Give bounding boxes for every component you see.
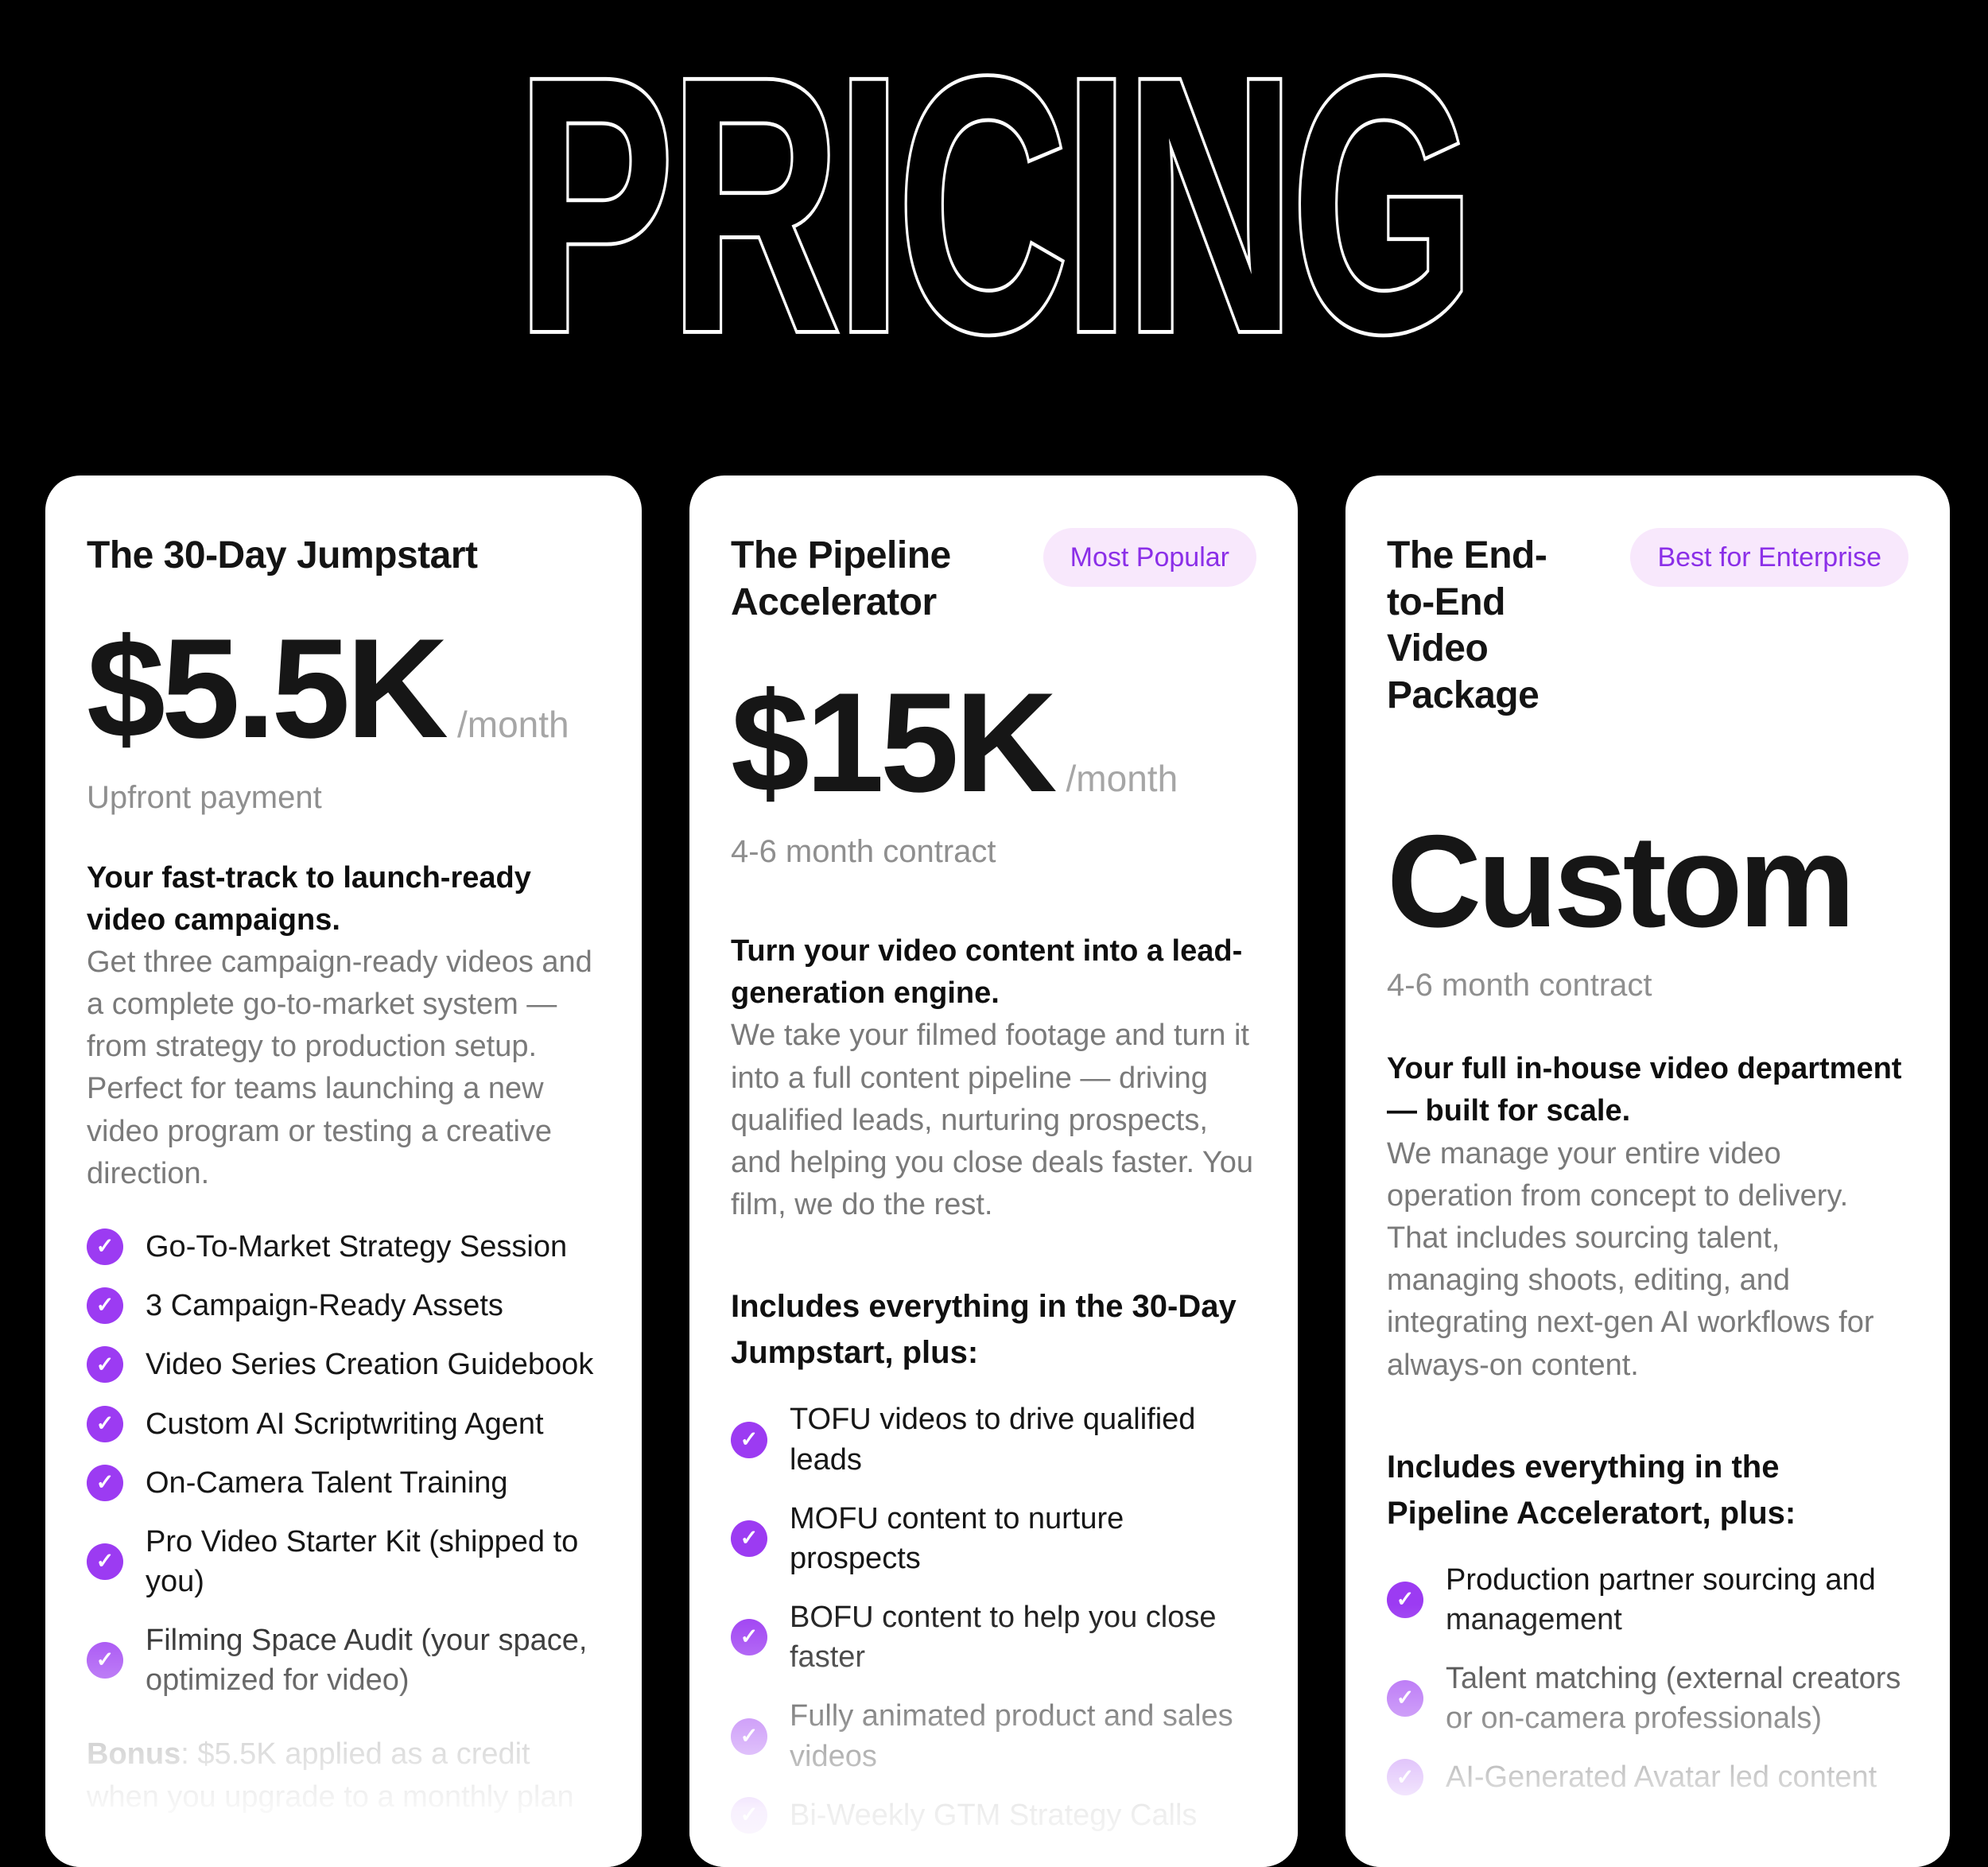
feature-list: ✓ TOFU videos to drive qualified leads ✓… (731, 1399, 1256, 1834)
feature-item: ✓ Filming Space Audit (your space, optim… (87, 1621, 600, 1700)
bonus-note: Bonus: $5.5K applied as a credit when yo… (87, 1733, 600, 1818)
contract-terms: Upfront payment (87, 779, 322, 815)
plan-description: We take your filmed footage and turn it … (731, 1019, 1254, 1222)
feature-label: TOFU videos to drive qualified leads (790, 1403, 1196, 1477)
pricing-card-jumpstart: The 30-Day Jumpstart $5.5K /month Upfron… (45, 475, 642, 1867)
feature-item: ✓ Fully animated product and sales video… (731, 1696, 1256, 1776)
feature-label: 3 Campaign-Ready Assets (146, 1289, 503, 1323)
check-icon: ✓ (87, 1346, 123, 1384)
price-period: /month (457, 703, 569, 745)
plan-name: The End-to-End Video Package (1387, 534, 1547, 716)
most-popular-badge: Most Popular (1043, 528, 1256, 587)
check-icon: ✓ (1387, 1581, 1423, 1618)
card-header: The Pipeline Accelerator Most Popular (731, 528, 1256, 626)
check-icon: ✓ (87, 1464, 123, 1501)
price-row: $5.5K /month (87, 608, 600, 767)
plan-price: $15K (731, 663, 1058, 822)
feature-list: ✓ Production partner sourcing and manage… (1387, 1560, 1908, 1798)
check-icon: ✓ (1387, 1680, 1423, 1718)
plan-description: Get three campaign-ready videos and a co… (87, 945, 592, 1190)
feature-label: Go-To-Market Strategy Session (146, 1230, 568, 1264)
feature-list: ✓ Go-To-Market Strategy Session ✓ 3 Camp… (87, 1227, 600, 1700)
plan-description: We manage your entire video operation fr… (1387, 1136, 1874, 1382)
pricing-cards: The 30-Day Jumpstart $5.5K /month Upfron… (0, 475, 1950, 1867)
feature-item: ✓ Pro Video Starter Kit (shipped to you) (87, 1522, 600, 1601)
feature-label: Filming Space Audit (your space, optimiz… (146, 1624, 588, 1698)
plan-tagline: Your full in-house video department — bu… (1387, 1052, 1902, 1128)
check-icon: ✓ (731, 1796, 767, 1834)
pricing-card-pipeline-accelerator: The Pipeline Accelerator Most Popular $1… (689, 475, 1298, 1867)
check-icon: ✓ (731, 1421, 767, 1458)
feature-label: On-Camera Talent Training (146, 1465, 508, 1500)
plan-name: The Pipeline Accelerator (731, 534, 951, 623)
plan-name: The 30-Day Jumpstart (87, 534, 478, 576)
check-icon: ✓ (87, 1228, 123, 1266)
feature-label: Custom AI Scriptwriting Agent (146, 1407, 544, 1441)
feature-item: ✓ Talent matching (external creators or … (1387, 1659, 1908, 1738)
plan-price: Custom (1387, 808, 1855, 955)
card-header: The End-to-End Video Package Best for En… (1387, 528, 1908, 719)
check-icon: ✓ (731, 1718, 767, 1755)
feature-item: ✓ Go-To-Market Strategy Session (87, 1227, 600, 1267)
price-row: Custom (1387, 816, 1908, 947)
feature-label: AI-Generated Avatar led content (1446, 1760, 1877, 1795)
pricing-title: PRICING (514, 2, 1477, 407)
plan-price: $5.5K (87, 608, 448, 767)
plan-tagline: Turn your video content into a lead-gene… (731, 934, 1243, 1011)
feature-item: ✓ BOFU content to help you close faster (731, 1597, 1256, 1677)
price-row: $15K /month (731, 672, 1256, 813)
feature-label: Pro Video Starter Kit (shipped to you) (146, 1524, 579, 1598)
hero: PRICING (0, 0, 1988, 445)
feature-item: ✓ TOFU videos to drive qualified leads (731, 1399, 1256, 1479)
feature-item: ✓ AI-Generated Avatar led content (1387, 1757, 1908, 1797)
check-icon: ✓ (731, 1619, 767, 1656)
feature-label: Video Series Creation Guidebook (146, 1348, 594, 1382)
feature-item: ✓ 3 Campaign-Ready Assets (87, 1286, 600, 1326)
plan-tagline: Your fast-track to launch-ready video ca… (87, 860, 531, 937)
feature-item: ✓ Video Series Creation Guidebook (87, 1345, 600, 1384)
best-for-enterprise-badge: Best for Enterprise (1630, 528, 1908, 587)
feature-label: Fully animated product and sales videos (790, 1699, 1233, 1773)
check-icon: ✓ (1387, 1759, 1423, 1796)
bonus-label: Bonus (87, 1737, 181, 1772)
feature-label: BOFU content to help you close faster (790, 1601, 1217, 1675)
feature-item: ✓ On-Camera Talent Training (87, 1463, 600, 1503)
check-icon: ✓ (87, 1287, 123, 1325)
feature-label: Talent matching (external creators or on… (1446, 1662, 1901, 1736)
feature-item: ✓ MOFU content to nurture prospects (731, 1499, 1256, 1578)
contract-terms: 4-6 month contract (1387, 968, 1652, 1003)
pricing-card-end-to-end: The End-to-End Video Package Best for En… (1345, 475, 1950, 1867)
feature-item: ✓ Custom AI Scriptwriting Agent (87, 1404, 600, 1444)
feature-label: Bi-Weekly GTM Strategy Calls (790, 1798, 1198, 1832)
includes-heading: Includes everything in the Pipeline Acce… (1387, 1449, 1796, 1531)
feature-item: ✓ Production partner sourcing and manage… (1387, 1560, 1908, 1640)
price-period: /month (1066, 758, 1178, 800)
feature-item: ✓ Bi-Weekly GTM Strategy Calls (731, 1795, 1256, 1835)
includes-heading: Includes everything in the 30-Day Jumpst… (731, 1289, 1237, 1371)
card-header: The 30-Day Jumpstart (87, 533, 600, 580)
feature-label: MOFU content to nurture prospects (790, 1501, 1124, 1575)
check-icon: ✓ (87, 1642, 123, 1679)
check-icon: ✓ (87, 1543, 123, 1580)
contract-terms: 4-6 month contract (731, 834, 996, 870)
check-icon: ✓ (731, 1520, 767, 1557)
feature-label: Production partner sourcing and manageme… (1446, 1562, 1876, 1636)
check-icon: ✓ (87, 1405, 123, 1442)
